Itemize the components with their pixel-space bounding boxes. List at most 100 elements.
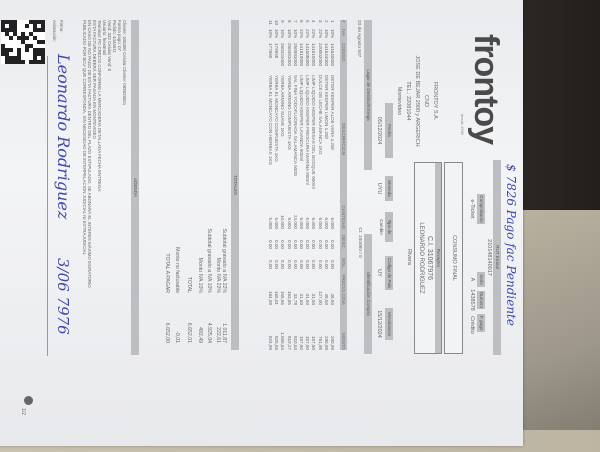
table-cell: 0.00	[330, 240, 335, 249]
table-cell: 10%	[286, 29, 292, 39]
voucher-value: Crédito	[469, 316, 475, 334]
table-cell: 8	[286, 20, 292, 23]
col-header: DESCRIPCION	[341, 123, 346, 155]
table-row: 11 10% 177660 YERBA EL MONCAYO CON HIERBAS …	[267, 20, 273, 350]
table-row: 2 10% 141644000 DETER KEEPER LIMON 1.25lt 6.…	[323, 20, 329, 350]
table-cell: 22%	[317, 29, 323, 39]
voucher-header: F. pago	[477, 314, 485, 332]
table-row: 3 22% 220002000 DULCE DE LECHE SALAMANCA 1K…	[316, 20, 323, 350]
col-header: CODIGO	[341, 43, 346, 62]
table-row: 10 10% 179948 YERBA EL MONCAYO COMPUESTA 1K…	[273, 20, 279, 350]
col-header: #	[341, 20, 346, 23]
receptor-city: Rivera	[406, 249, 412, 265]
background-floor	[515, 210, 600, 452]
background-dark	[515, 0, 600, 230]
table-cell: 155,56	[280, 290, 286, 305]
table-cell: LIMP LIQUIDO KEEPER FRESCURA MARINA 900m…	[305, 75, 311, 185]
table-cell: 0.00	[274, 240, 280, 249]
meta-header: Moneda	[385, 176, 393, 201]
voucher-header: Comprobante	[477, 194, 485, 224]
total-row: Monto no facturable -0,01	[174, 96, 180, 343]
table-header: # IVA CODIGO DESCRIPCION CANTIDAD DESC. …	[340, 20, 347, 350]
total-value: 6.652,01	[186, 322, 192, 343]
issuer-type: CND	[423, 95, 429, 107]
firma-label: Firma:	[59, 20, 64, 33]
table-cell: YERBA ARMINO SUAVE 1KG	[280, 75, 286, 137]
total-row: Subtotal gravado a IVA 10% 4.925,04	[206, 96, 212, 343]
ident-value: CI: 100080 / 0	[357, 227, 362, 258]
adenda-line: PUBLICADO POR BCU QUE CORRESPONDA, SIN N…	[82, 20, 87, 256]
table-cell: 0.00	[323, 240, 329, 249]
table-cell: YERBA EL MONCAYO CON HIERBAS 1KG	[267, 75, 273, 166]
table-cell: 825,03	[274, 335, 280, 350]
voucher-header: Serie	[477, 272, 485, 287]
qr-module	[37, 60, 41, 64]
aclaracion-label: Aclaración:	[52, 20, 57, 42]
qr-module	[21, 60, 25, 64]
table-row: 5 22% 141608000 LIMP LIQUIDO KEEPER FRESCUR…	[304, 20, 310, 350]
table-cell: 3	[317, 20, 323, 23]
adenda-line: Terminal: PC-CRECSI CONFORME LA MERCADER…	[97, 20, 102, 193]
table-cell: 0.00	[298, 240, 304, 249]
total-label: Subtotal gravado a IVA 22%	[221, 228, 227, 293]
qr-module	[5, 60, 9, 64]
table-cell: 0.00	[311, 260, 317, 269]
destino-label: Lugar de Destino/Entrega	[364, 20, 372, 170]
issuer-info: FRONTOY S.A. CND JOSE DE BEJAR 2900 y AR…	[394, 36, 439, 166]
handwritten-note: $ 7826 Pago fac Pendiente	[504, 164, 518, 326]
table-cell: 0.00	[330, 260, 335, 269]
table-row: 1 10% 141640000 DETER KEEPER ALOE VERA 1.25…	[329, 20, 335, 350]
adenda-text: Cliente: 100300 Celular Cliente: 0999296…	[82, 20, 127, 288]
table-cell: 0.00	[274, 260, 280, 269]
table-row: 6 22% 141919000 LIMP LIQUIDO KEEPER LAVANDA…	[298, 20, 304, 350]
table-cell: 179948	[274, 43, 280, 59]
ident-label: Identificación Compra	[364, 234, 372, 354]
table-cell: 141640000	[330, 43, 335, 66]
rut-value: 210148140017	[486, 239, 492, 276]
table-cell: 141610000	[311, 43, 317, 66]
total-value: -0,01	[174, 331, 180, 343]
table-cell: 5.000	[298, 217, 304, 230]
voucher-header: Numero	[477, 291, 485, 309]
table-cell: 163,85	[286, 290, 292, 305]
table-cell: DETER KEEPER LIMON 1.25lt	[323, 75, 329, 139]
table-cell: 157,50	[305, 335, 311, 350]
table-cell: 250481000	[286, 43, 292, 66]
total-label: TOTAL A PAGAR	[164, 253, 170, 293]
table-cell: 31,50	[298, 293, 304, 306]
table-row: 4 22% 141610000 LIMP LIQUIDO KEEPER BRISAS …	[310, 20, 316, 350]
issuer-name: FRONTOY S.A.	[432, 81, 438, 121]
total-label: Monto IVA 10%	[197, 257, 203, 293]
consumo-final-box: CONSUMO FINAL	[444, 162, 463, 354]
table-cell: 10%	[323, 29, 329, 39]
total-row: Monto IVA 10% 492,49	[197, 96, 203, 343]
table-cell: 9	[280, 20, 286, 23]
issuer-phone: TEL.: 22081044	[405, 81, 411, 121]
zk-logo-icon	[24, 396, 33, 405]
receptor-box: Receptor C.I. 31067976 LEONARDO RODRIGUE…	[414, 162, 442, 354]
table-cell: 48,50	[323, 293, 329, 306]
table-row: 7 10% 250991000 SAL FINA YODOFLUORADA SALAM…	[292, 20, 298, 350]
table-cell: 127,00	[317, 290, 323, 305]
table-cell: 165,01	[274, 290, 280, 305]
total-row: TOTAL A PAGAR 6.652,00	[164, 96, 170, 343]
total-value: 492,49	[197, 327, 203, 343]
table-cell: 31,50	[311, 293, 317, 306]
table-cell: 0.00	[286, 240, 292, 249]
table-cell: 5	[305, 20, 311, 23]
total-row: Monto IVA 22% 222,61	[215, 96, 221, 343]
total-value: 4.925,04	[206, 322, 212, 343]
adenda-line: Vend: 332 Celular Vend: 0	[107, 20, 112, 72]
table-cell: 0.00	[286, 260, 292, 269]
table-cell: YERBA EL MONCAYO COMPUESTA 1KG	[274, 75, 280, 162]
table-cell: 0.00	[267, 240, 273, 249]
qr-module	[41, 60, 45, 64]
table-cell: 1.555,64	[280, 332, 286, 350]
table-row: 9 10% 250421000 YERBA ARMINO SUAVE 1KG 10.00…	[279, 20, 285, 350]
meta-value: UY	[376, 269, 382, 277]
table-cell: 141919000	[298, 43, 304, 66]
table-cell: YERBA ARMINO COMPUESTA 1KG	[286, 75, 292, 150]
qr-module	[17, 60, 21, 64]
col-header: IVA	[341, 29, 346, 37]
table-cell: 10	[274, 20, 280, 26]
